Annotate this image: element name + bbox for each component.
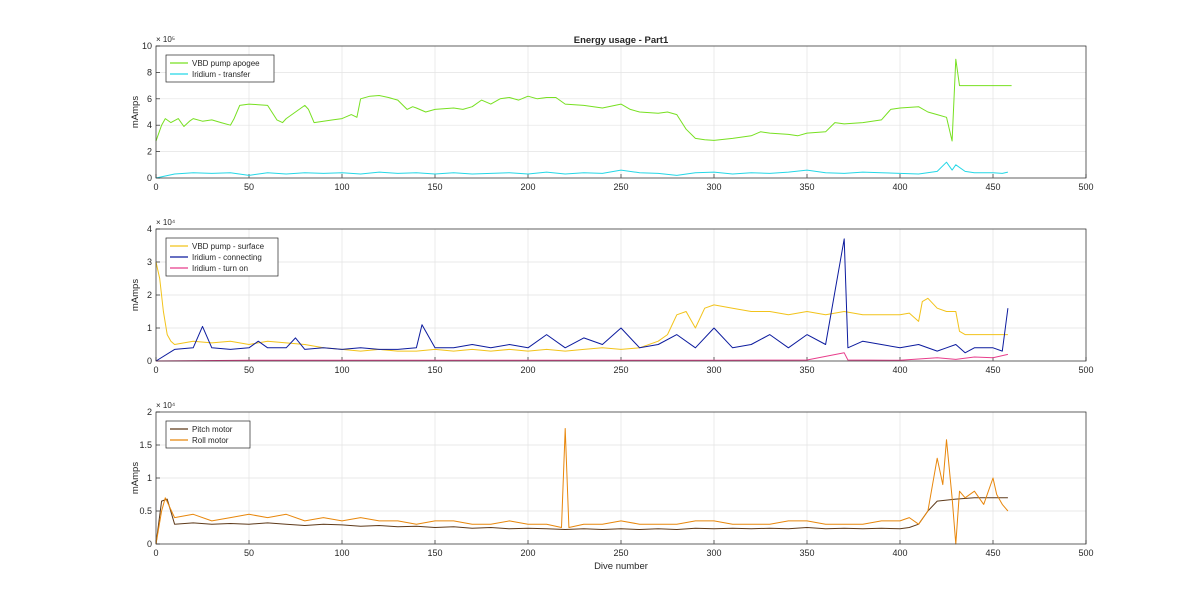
x-tick-labels: 0 50 100 150 200 250 300 350 400 450 500: [153, 548, 1093, 558]
series-line-iridium-connecting: [155, 238, 1009, 362]
x-tick-label: 500: [1078, 365, 1093, 375]
y-exponent-label: × 10⁴: [156, 401, 176, 410]
x-tick-label: 100: [334, 365, 349, 375]
y-tick-labels: 0 2 4 6 8 10: [142, 41, 152, 183]
legend-entry: Iridium - transfer: [192, 70, 251, 79]
y-tick-label: 3: [147, 257, 152, 267]
x-tick-label: 500: [1078, 182, 1093, 192]
panel-pitch-roll-motor: 0 50 100 150 200 250 300 350 400 450 500 0 0.5 1 1.5 2…: [130, 401, 1094, 572]
legend: VBD pump - surface Iridium - connecting Ir…: [165, 237, 279, 277]
x-tick-label: 200: [520, 548, 535, 558]
y-exponent-label: × 10⁴: [156, 218, 176, 227]
y-tick-label: 8: [147, 67, 152, 77]
plot-frame: [155, 45, 1087, 179]
y-tick-label: 0: [147, 356, 152, 366]
y-axis-label: mAmps: [130, 96, 141, 128]
series-lines: [155, 58, 1012, 179]
x-tick-label: 0: [153, 182, 158, 192]
y-axis-label: mAmps: [130, 462, 141, 494]
x-tick-label: 150: [427, 548, 442, 558]
legend-entry: Iridium - turn on: [192, 264, 248, 273]
legend-entry: Roll motor: [192, 436, 229, 445]
x-tick-labels: 0 50 100 150 200 250 300 350 400 450 500: [153, 182, 1093, 192]
y-tick-label: 1: [147, 473, 152, 483]
x-tick-label: 450: [985, 365, 1000, 375]
y-tick-label: 4: [147, 224, 152, 234]
x-tick-label: 300: [706, 365, 721, 375]
x-tick-label: 350: [799, 548, 814, 558]
x-tick-label: 500: [1078, 548, 1093, 558]
x-tick-label: 350: [799, 182, 814, 192]
y-tick-label: 4: [147, 120, 152, 130]
x-tick-label: 250: [613, 365, 628, 375]
y-tick-label: 1: [147, 323, 152, 333]
x-tick-label: 50: [244, 548, 254, 558]
x-tick-label: 150: [427, 182, 442, 192]
y-axis-label: mAmps: [130, 279, 141, 311]
series-line-iridium-transfer: [155, 161, 1009, 179]
series-line-iridium-turn-on: [155, 352, 1009, 362]
x-tick-label: 200: [520, 365, 535, 375]
x-tick-label: 100: [334, 182, 349, 192]
legend: Pitch motor Roll motor: [165, 420, 251, 449]
x-tick-label: 50: [244, 365, 254, 375]
series-line-vbd-pump-surface: [155, 261, 1008, 352]
x-tick-label: 400: [892, 548, 907, 558]
y-tick-labels: 0 1 2 3 4: [147, 224, 152, 366]
y-tick-label: 2: [147, 407, 152, 417]
x-axis-label: Dive number: [594, 561, 648, 572]
x-tick-label: 0: [153, 548, 158, 558]
legend: VBD pump apogee Iridium - transfer: [165, 54, 275, 83]
y-tick-label: 2: [147, 290, 152, 300]
y-tick-labels: 0 0.5 1 1.5 2: [139, 407, 152, 549]
x-tick-label: 300: [706, 182, 721, 192]
x-tick-labels: 0 50 100 150 200 250 300 350 400 450 500: [153, 365, 1093, 375]
x-tick-label: 0: [153, 365, 158, 375]
x-tick-label: 450: [985, 182, 1000, 192]
y-tick-label: 6: [147, 94, 152, 104]
x-tick-label: 450: [985, 548, 1000, 558]
series-lines: [155, 428, 1009, 545]
panel-vbd-apogee-iridium-transfer: Energy usage - Part1 0 50 100 150 200 250 300 3…: [130, 35, 1094, 192]
y-tick-label: 0.5: [139, 506, 152, 516]
x-tick-label: 50: [244, 182, 254, 192]
series-line-vbd-pump-apogee: [155, 58, 1012, 142]
legend-entry: VBD pump - surface: [192, 242, 265, 251]
legend-entry: VBD pump apogee: [192, 59, 260, 68]
series-lines: [155, 238, 1009, 362]
x-tick-label: 250: [613, 182, 628, 192]
x-tick-label: 350: [799, 365, 814, 375]
y-tick-label: 0: [147, 539, 152, 549]
x-tick-label: 200: [520, 182, 535, 192]
y-tick-label: 2: [147, 147, 152, 157]
legend-entry: Iridium - connecting: [192, 253, 262, 262]
x-tick-label: 400: [892, 365, 907, 375]
legend-box: [165, 420, 251, 449]
x-tick-label: 250: [613, 548, 628, 558]
y-exponent-label: × 10⁵: [156, 35, 175, 44]
legend-entry: Pitch motor: [192, 425, 233, 434]
x-tick-label: 300: [706, 548, 721, 558]
x-tick-label: 150: [427, 365, 442, 375]
y-tick-label: 0: [147, 173, 152, 183]
y-tick-label: 10: [142, 41, 152, 51]
legend-box: [165, 54, 275, 83]
y-tick-label: 1.5: [139, 440, 152, 450]
panel-vbd-surface-iridium: 0 50 100 150 200 250 300 350 400 450 500 0 1 2 3 4 × 1…: [130, 218, 1094, 375]
x-tick-label: 400: [892, 182, 907, 192]
series-line-pitch-motor: [155, 497, 1008, 545]
x-tick-label: 100: [334, 548, 349, 558]
plot-frame: [155, 411, 1087, 545]
plot-frame: [155, 228, 1087, 362]
series-line-roll-motor: [155, 428, 1009, 545]
chart-title: Energy usage - Part1: [574, 35, 669, 46]
